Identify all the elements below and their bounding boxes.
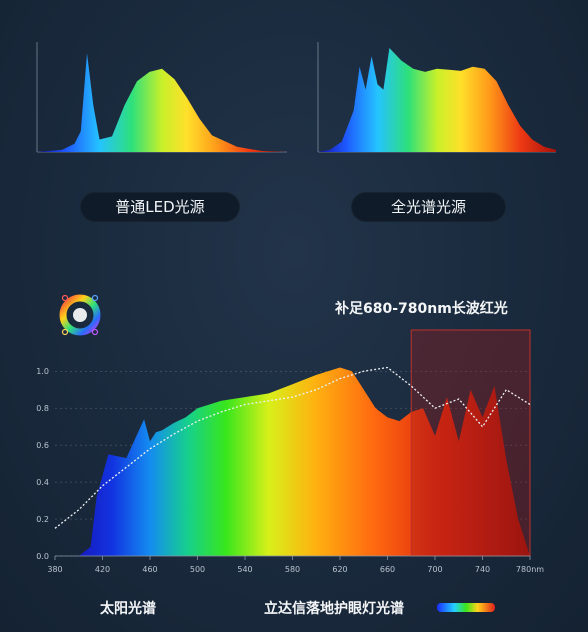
small-chart-full: [317, 42, 556, 153]
led-legend-label: 立达信落地护眼灯光谱: [264, 601, 404, 617]
y-tick-label: 0.8: [36, 404, 49, 413]
x-tick-label: 700: [427, 565, 442, 574]
full-spectrum-caption: 全光谱光源: [390, 198, 466, 216]
x-tick-label: 780nm: [516, 565, 544, 574]
red-light-highlight-box: [410, 329, 531, 557]
color-wheel-icon: [59, 294, 101, 336]
x-tick-label: 540: [237, 565, 252, 574]
full-spectrum-caption-pill: 全光谱光源: [351, 192, 506, 222]
y-tick-label: 0.4: [36, 478, 49, 487]
sunlight-legend-label: 太阳光谱: [100, 601, 156, 617]
led-caption: 普通LED光源: [115, 198, 205, 216]
led-caption-pill: 普通LED光源: [80, 192, 240, 222]
x-tick-label: 620: [332, 565, 347, 574]
x-tick-label: 660: [380, 565, 395, 574]
legend-color-bar: [437, 603, 495, 612]
big-chart-y-ticks: 0.0 0.2 0.4 0.6 0.8 1.0: [36, 367, 49, 561]
x-tick-label: 380: [47, 565, 62, 574]
red-light-annotation: 补足680-780nm长波红光: [335, 301, 508, 317]
big-chart-x-ticks: 380 420 460 500 540 580 620 660 700 740 780nm: [47, 556, 544, 574]
small-chart-led: [36, 42, 287, 153]
y-tick-label: 0.6: [36, 441, 49, 450]
sunlight-spectrum-line: [54, 366, 531, 529]
big-chart: 380 420 460 500 540 580 620 660 700 740 780nm 0.00…: [36, 329, 544, 574]
x-tick-label: 740: [475, 565, 490, 574]
small-chart-full-area: [318, 48, 556, 152]
y-tick-label: 1.0: [36, 367, 49, 376]
x-tick-label: 580: [285, 565, 300, 574]
x-tick-label: 500: [190, 565, 205, 574]
small-chart-led-area: [37, 53, 287, 153]
y-tick-label: 0.0: [36, 552, 49, 561]
y-tick-label: 0.2: [36, 515, 49, 524]
x-tick-label: 460: [142, 565, 157, 574]
x-tick-label: 420: [95, 565, 110, 574]
